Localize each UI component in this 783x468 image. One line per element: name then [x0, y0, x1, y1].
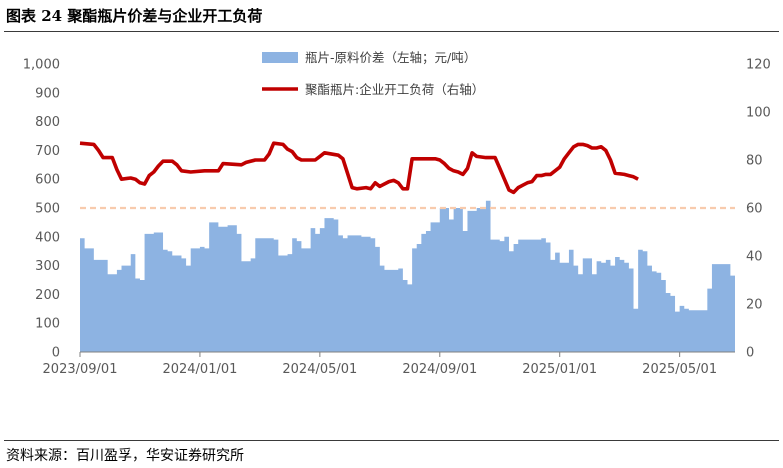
y-left-tick-label: 300 [35, 259, 60, 274]
y-left-tick-label: 700 [35, 144, 60, 159]
y-right-tick-label: 120 [746, 58, 771, 73]
y-left-tick-label: 900 [35, 86, 60, 101]
y-left-tick-label: 500 [35, 202, 60, 217]
legend-swatch-spread [262, 52, 298, 63]
load-line-series [79, 141, 639, 195]
y-left-tick-label: 1,000 [23, 58, 60, 73]
title-rule [4, 31, 779, 32]
y-right-tick-label: 20 [746, 298, 763, 313]
source-rule [4, 440, 779, 441]
x-tick-label: 2023/09/01 [43, 362, 118, 377]
x-tick-label: 2025/01/01 [522, 362, 597, 377]
y-left-tick-label: 400 [35, 230, 60, 245]
y-left-tick-label: 0 [52, 346, 60, 361]
y-left-tick-label: 100 [35, 317, 60, 332]
chart: 0 100 200 300 400 500 600 700 800 900 1,000 0 20 40 60… [23, 50, 771, 377]
y-right-tick-label: 100 [746, 106, 771, 121]
x-tick-label: 2024/09/01 [402, 362, 477, 377]
spread-area-series [80, 200, 735, 352]
y-left-tick-label: 600 [35, 173, 60, 188]
y-right-tick-label: 60 [746, 202, 763, 217]
y-right-tick-label: 80 [746, 154, 763, 169]
legend-label-spread: 瓶片-原料价差（左轴；元/吨） [305, 50, 476, 65]
chart-title: 图表 24 聚酯瓶片价差与企业开工负荷 [6, 7, 263, 25]
x-tick-label: 2024/01/01 [162, 362, 237, 377]
y-right-tick-label: 40 [746, 250, 763, 265]
x-tick-label: 2024/05/01 [282, 362, 357, 377]
y-right-tick-label: 0 [746, 346, 754, 361]
legend-label-load: 聚酯瓶片:企业开工负荷（右轴） [305, 82, 484, 97]
y-left-tick-label: 200 [35, 288, 60, 303]
x-tick-label: 2025/05/01 [642, 362, 717, 377]
y-left-tick-label: 800 [35, 115, 60, 130]
source-note: 资料来源：百川盈孚，华安证券研究所 [6, 448, 244, 464]
